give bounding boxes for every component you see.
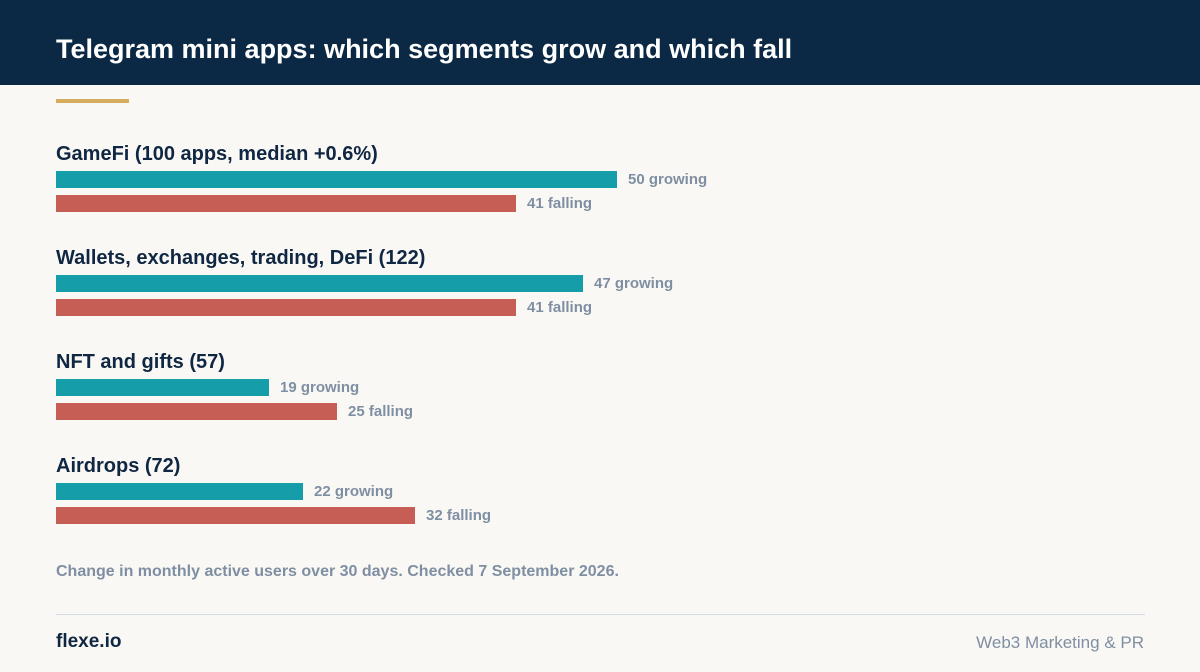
falling-bar <box>56 507 415 524</box>
growing-bar <box>56 483 303 500</box>
accent-rule <box>56 99 129 103</box>
growing-bar <box>56 171 617 188</box>
falling-bar <box>56 403 337 420</box>
bar-chart: GameFi (100 apps, median +0.6%) 50 growin… <box>56 141 1156 549</box>
segment-group: Wallets, exchanges, trading, DeFi (122) 4… <box>56 245 1156 341</box>
segment-group: GameFi (100 apps, median +0.6%) 50 growin… <box>56 141 1156 237</box>
brand-name: flexe.io <box>56 631 122 652</box>
segment-label: Airdrops (72) <box>56 455 181 477</box>
footnote: Change in monthly active users over 30 d… <box>56 563 619 580</box>
growing-value-label: 50 growing <box>628 171 708 188</box>
segment-group: Airdrops (72) 22 growing 32 falling <box>56 453 1156 549</box>
growing-value-label: 19 growing <box>280 379 360 396</box>
growing-bar <box>56 275 583 292</box>
segment-group: NFT and gifts (57) 19 growing 25 falling <box>56 349 1156 445</box>
falling-bar <box>56 195 516 212</box>
falling-value-label: 41 falling <box>527 299 593 316</box>
growing-value-label: 22 growing <box>314 483 394 500</box>
brand-tagline: Web3 Marketing & PR <box>976 633 1144 652</box>
segment-label: NFT and gifts (57) <box>56 351 225 373</box>
segment-label: GameFi (100 apps, median +0.6%) <box>56 143 378 165</box>
growing-value-label: 47 growing <box>594 275 674 292</box>
falling-value-label: 41 falling <box>527 195 593 212</box>
falling-value-label: 25 falling <box>348 403 414 420</box>
segment-label: Wallets, exchanges, trading, DeFi (122) <box>56 247 426 269</box>
growing-bar <box>56 379 269 396</box>
header-bar: Telegram mini apps: which segments grow … <box>0 0 1200 85</box>
footer-divider <box>56 614 1145 615</box>
falling-value-label: 32 falling <box>426 507 492 524</box>
page-title: Telegram mini apps: which segments grow … <box>56 34 793 64</box>
falling-bar <box>56 299 516 316</box>
